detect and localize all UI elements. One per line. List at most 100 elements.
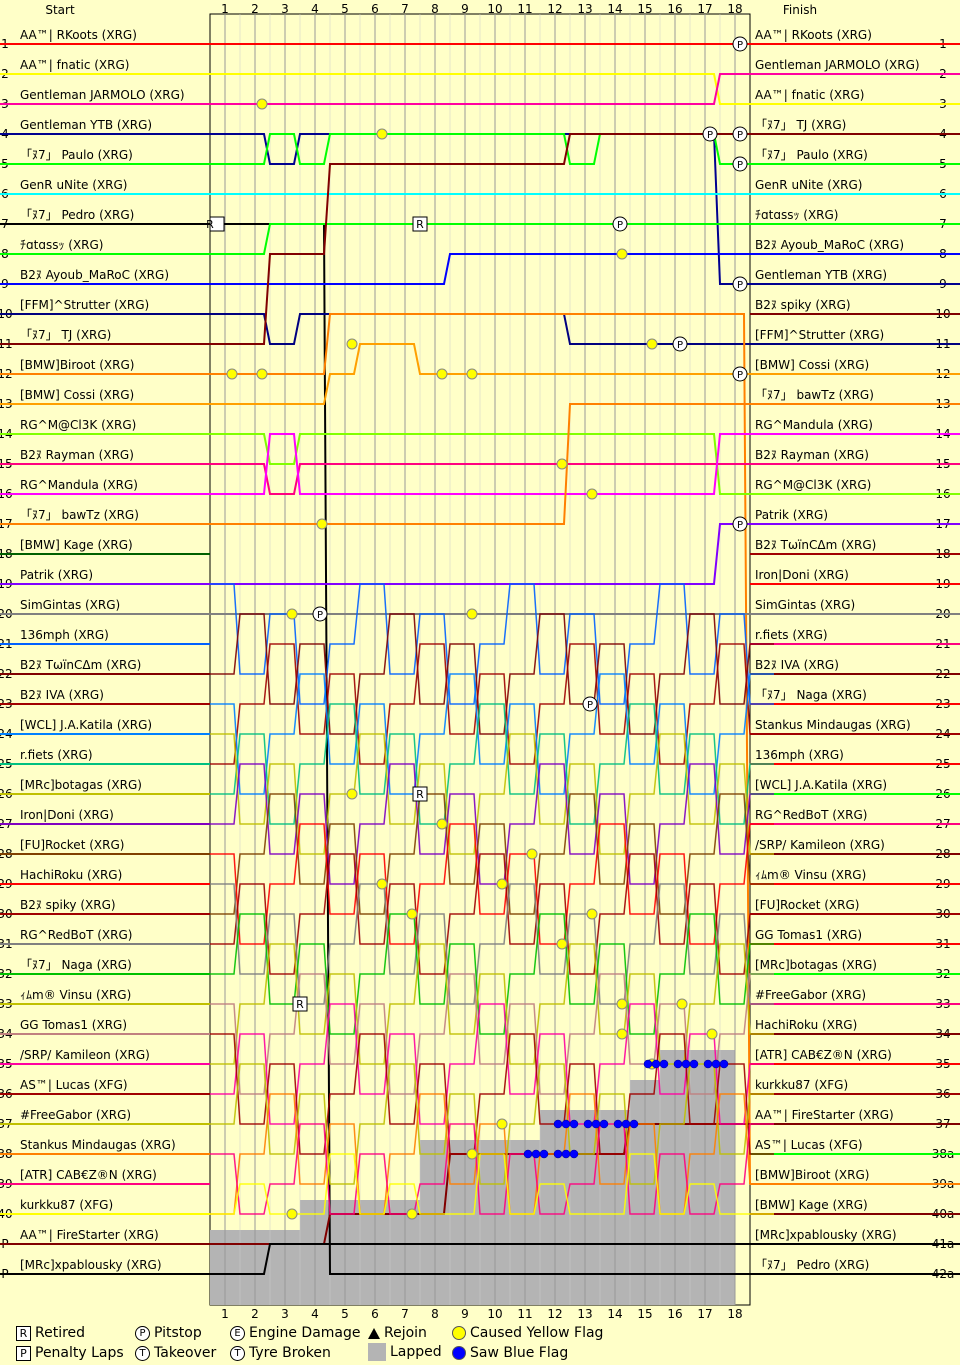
start-driver-name: HachiRoku (XRG) [20,868,122,882]
series-line [210,913,774,1035]
series-line [210,223,750,255]
legend-yellow: Caused Yellow Flag [452,1325,603,1341]
pitstop-marker [732,276,748,292]
yellow-flag-marker [406,1208,418,1220]
finish-driver-name: 「ﾇ7」 Naga (XRG) [755,688,867,702]
start-driver-name: B2ﾇ Ayoub_MaRoC (XRG) [20,268,169,282]
pitstop-marker [672,336,688,352]
engine-icon: E [230,1325,245,1341]
start-driver-name: kurkku87 (XFG) [20,1198,113,1212]
yellow-flag-icon [452,1326,466,1340]
series-line [210,73,750,105]
takeover-icon: T [135,1345,150,1361]
lap-label-top: 17 [697,2,712,16]
yellow-flag-marker [466,608,478,620]
lap-label-bottom: 14 [607,1307,622,1321]
blue-flag-marker [561,1119,571,1129]
start-driver-name: 「ﾇ7」 Paulo (XRG) [20,148,133,162]
lap-label-bottom: 11 [517,1307,532,1321]
pitstop-marker-label: P [587,700,593,711]
lap-label-bottom: 13 [577,1307,592,1321]
legend-retired: R Retired [16,1325,85,1341]
pitstop-marker-label: P [317,610,323,621]
retired-marker [412,216,428,232]
pitstop-marker [612,216,628,232]
start-driver-name: 「ﾇ7」 TJ (XRG) [20,328,111,342]
start-driver-name: Iron|Doni (XRG) [20,808,114,822]
series-line [210,763,774,885]
legend: R Retired P Penalty Laps P Pitstop T Takeove… [0,1322,960,1365]
retired-marker [412,786,428,802]
finish-driver-name: ｨﾑm® Vinsu (XRG) [755,868,866,882]
lap-label-bottom: 1 [221,1307,229,1321]
finish-driver-name: B2ﾇ IVA (XRG) [755,658,839,672]
legend-tyre-label: Tyre Broken [249,1345,331,1361]
yellow-flag-marker [646,338,658,350]
finish-driver-name: [ATR] CAB€Z®N (XRG) [755,1048,892,1062]
series-line [210,133,750,345]
pitstop-marker-label: P [737,520,743,531]
yellow-flag-marker [316,518,328,530]
start-driver-name: 「ﾇ7」 Naga (XRG) [20,958,132,972]
finish-driver-name: [MRc]xpablousky (XRG) [755,1228,897,1242]
retired-marker-label: R [416,218,424,231]
yellow-flag-marker [436,818,448,830]
start-driver-name: RG^Mandula (XRG) [20,478,138,492]
pitstop-marker [732,156,748,172]
blue-flag-marker [591,1119,601,1129]
finish-driver-name: B2ﾇ TωïnCΔm (XRG) [755,538,876,552]
finish-driver-name: B2ﾇ Ayoub_MaRoC (XRG) [755,238,904,252]
legend-takeover: T Takeover [135,1345,216,1361]
start-driver-name: [FU]Rocket (XRG) [20,838,124,852]
lap-label-top: 18 [727,2,742,16]
lap-label-top: 2 [251,2,259,16]
series-line [210,463,750,495]
yellow-flag-marker [556,458,568,470]
start-driver-name: AA™| RKoots (XRG) [20,28,137,42]
lap-label-top: 3 [281,2,289,16]
blue-flag-icon [452,1346,466,1360]
start-header: Start [45,3,75,17]
start-driver-name: GG Tomas1 (XRG) [20,1018,127,1032]
series-line [210,823,774,945]
yellow-flag-marker [346,338,358,350]
finish-driver-name: ﾁɑtɑssｯ (XRG) [755,208,838,222]
penalty-icon: P [16,1345,31,1361]
start-driver-name: #FreeGabor (XRG) [20,1108,131,1122]
blue-flag-marker [621,1119,631,1129]
legend-retired-label: Retired [35,1325,86,1341]
pitstop-marker [312,606,328,622]
finish-driver-name: /SRP/ Kamileon (XRG) [755,838,885,852]
legend-lapped-label: Lapped [390,1344,442,1360]
pitstop-marker-label: P [737,280,743,291]
finish-driver-name: 「ﾇ7」 Pedro (XRG) [755,1258,869,1272]
lap-label-top: 6 [371,2,379,16]
pitstop-marker-label: P [737,370,743,381]
finish-driver-name: AS™| Lucas (XFG) [755,1138,863,1152]
finish-driver-name: AA™| RKoots (XRG) [755,28,872,42]
series-line [210,643,774,765]
start-driver-name: 136mph (XRG) [20,628,109,642]
start-driver-name: Gentleman JARMOLO (XRG) [20,88,185,102]
lap-label-top: 7 [401,2,409,16]
series-line [210,73,750,105]
finish-driver-name: [BMW] Cossi (XRG) [755,358,869,372]
pitstop-marker [582,696,598,712]
legend-takeover-label: Takeover [154,1345,217,1361]
start-driver-name: 「ﾇ7」 Pedro (XRG) [20,208,134,222]
legend-engine: E Engine Damage [230,1325,361,1341]
series-line [210,1153,774,1215]
legend-blue-label: Saw Blue Flag [470,1345,569,1361]
lap-label-bottom: 9 [461,1307,469,1321]
blue-flag-marker [553,1149,563,1159]
yellow-flag-marker [466,1148,478,1160]
legend-rejoin: Rejoin [368,1325,427,1341]
finish-driver-name: GenR uNite (XRG) [755,178,862,192]
lap-label-bottom: 8 [431,1307,439,1321]
finish-driver-name: Gentleman JARMOLO (XRG) [755,58,920,72]
blue-flag-marker [651,1059,661,1069]
finish-driver-name: GG Tomas1 (XRG) [755,928,862,942]
pitstop-marker [732,366,748,382]
lap-label-bottom: 4 [311,1307,319,1321]
lap-label-bottom: 16 [667,1307,682,1321]
